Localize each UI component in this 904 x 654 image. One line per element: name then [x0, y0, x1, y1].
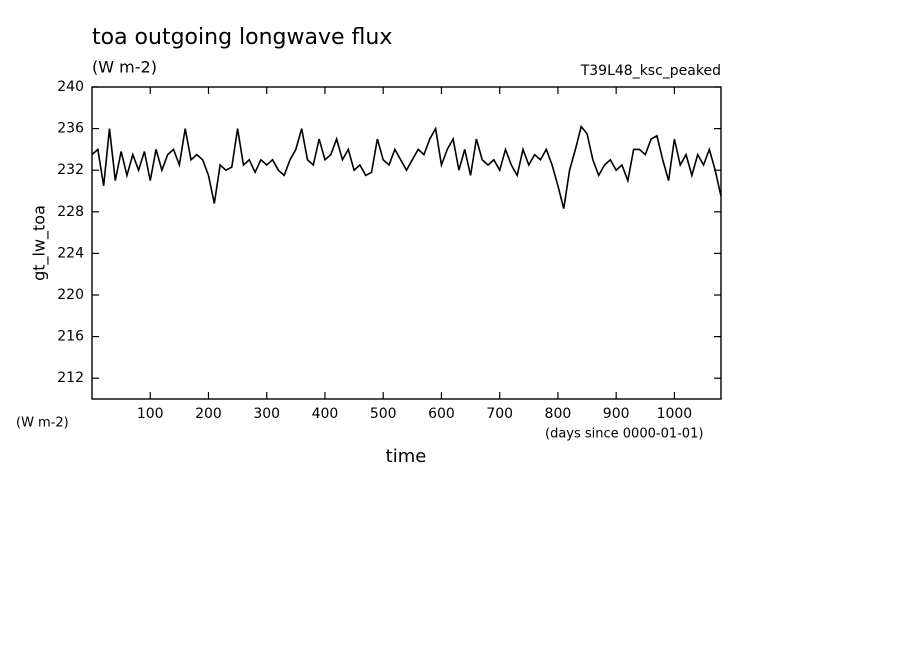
- chart-subtitle: (W m-2): [92, 58, 157, 77]
- y-tick-label: 212: [57, 370, 84, 386]
- y-tick-label: 236: [57, 121, 84, 137]
- data-line: [91, 124, 722, 209]
- x-tick-label: 600: [428, 406, 455, 422]
- x-tick-label: 1000: [657, 406, 693, 422]
- x-tick-label: 900: [603, 406, 630, 422]
- x-axis-label: time: [386, 446, 427, 467]
- y-tick-label: 224: [57, 245, 84, 261]
- x-tick-label: 800: [545, 406, 572, 422]
- run-name: T39L48_ksc_peaked: [580, 63, 721, 79]
- y-tick-label: 220: [57, 287, 84, 303]
- chart-title: toa outgoing longwave flux: [92, 25, 392, 50]
- y-tick-label: 240: [57, 79, 84, 95]
- x-tick-label: 100: [137, 406, 164, 422]
- y-tick-label: 232: [57, 162, 84, 178]
- x-tick-label: 200: [195, 406, 222, 422]
- x-tick-label: 400: [312, 406, 339, 422]
- x-tick-label: 700: [486, 406, 513, 422]
- plot-frame: [91, 86, 722, 400]
- y-tick-label: 228: [57, 204, 84, 220]
- y-axis-label: gt_lw_toa: [30, 205, 50, 281]
- x-axis-unit: (days since 0000-01-01): [545, 427, 703, 442]
- x-tick-label: 500: [370, 406, 397, 422]
- y-tick-label: 216: [57, 329, 84, 345]
- y-axis-unit: (W m-2): [16, 416, 69, 431]
- x-tick-label: 300: [253, 406, 280, 422]
